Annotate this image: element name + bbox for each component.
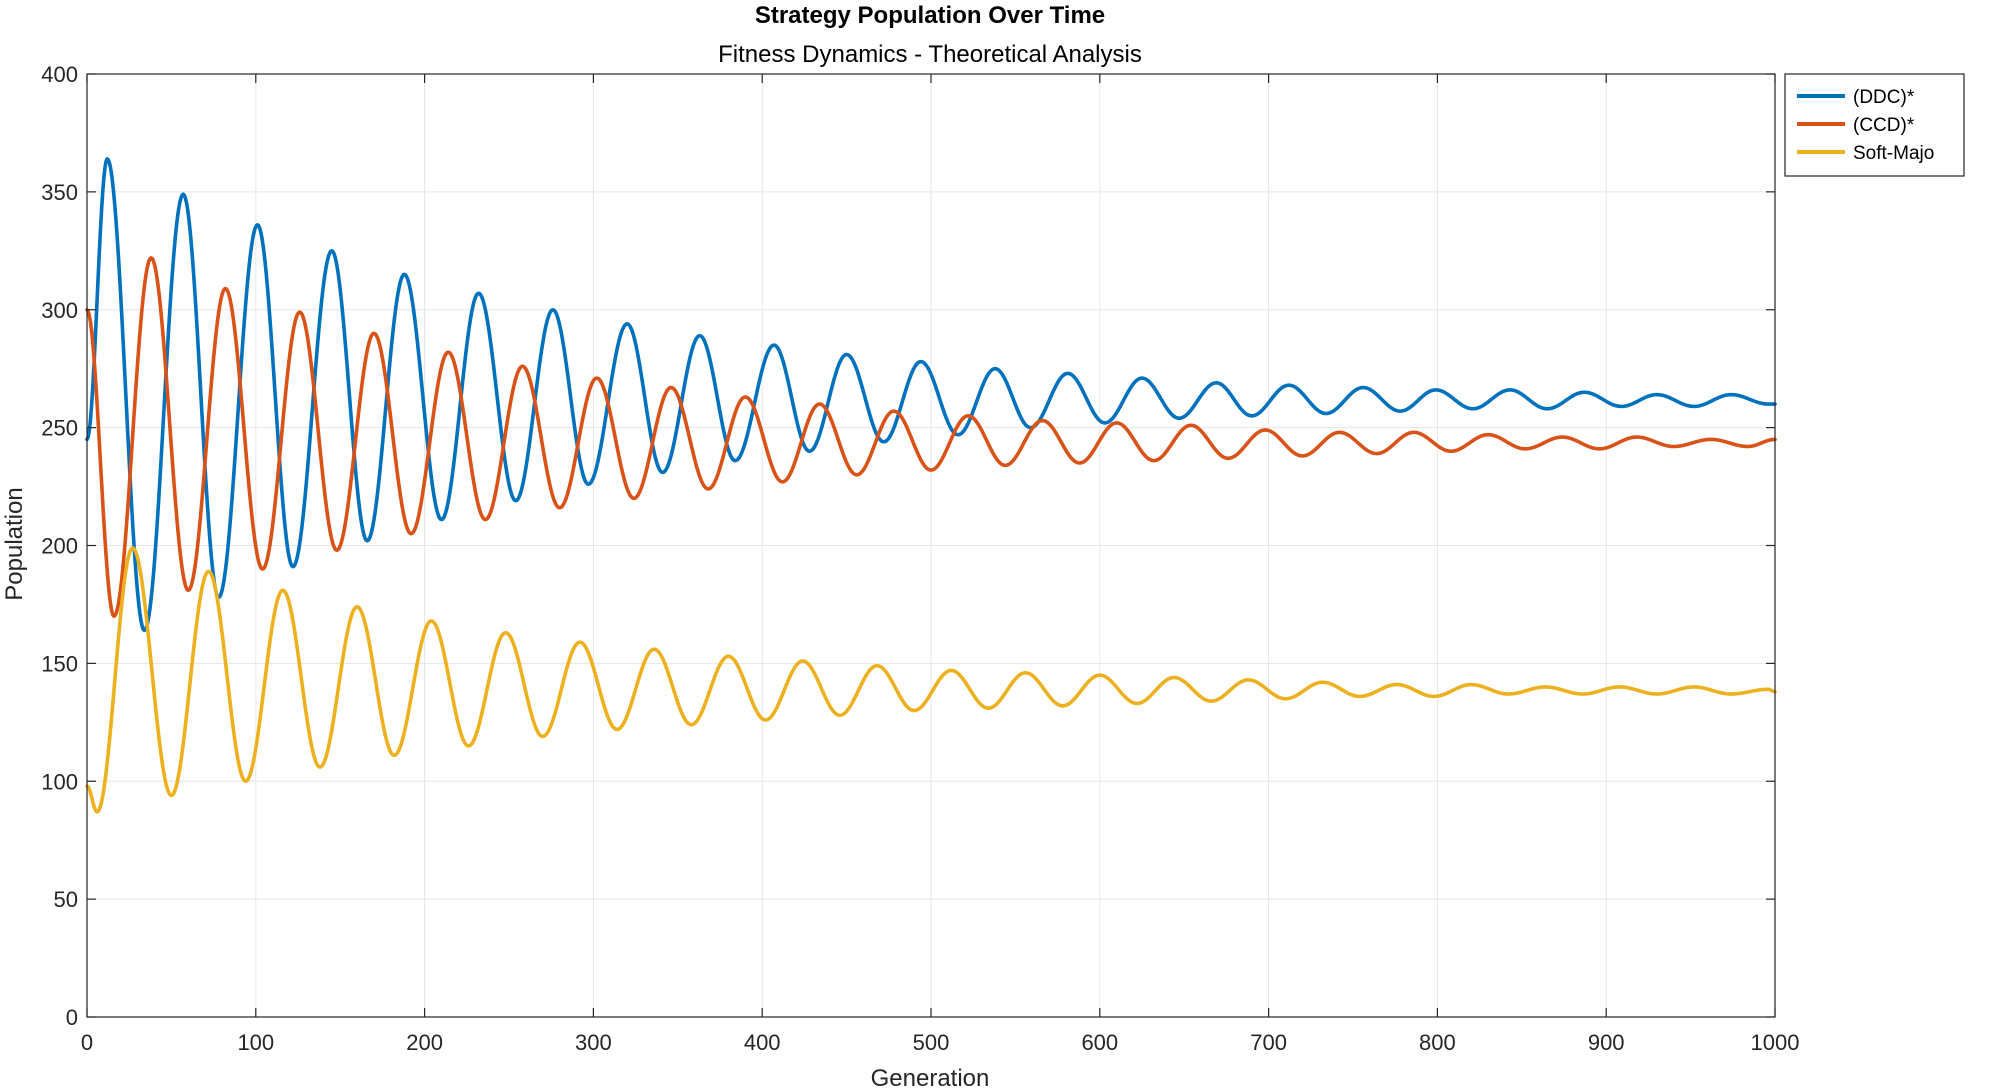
legend-label-1: (DDC)* [1853,87,1915,108]
y-tick-label: 50 [54,887,78,912]
x-axis-label: Generation [871,1065,990,1091]
y-tick-label: 0 [66,1005,78,1030]
axes [86,73,1776,1018]
x-tick-label: 300 [575,1030,612,1055]
x-tick-label: 600 [1081,1030,1118,1055]
x-tick-label: 200 [406,1030,443,1055]
legend-label-3: Soft-Majo [1853,143,1934,164]
series-line-1 [85,157,1777,633]
tick-labels: 0 100 200 300 400 500 600 700 800 900 1000 0 50 100 15… [41,62,1799,1055]
x-tick-label: 800 [1419,1030,1456,1055]
y-tick-label: 350 [41,180,78,205]
series-line-3 [85,546,1777,814]
series-layer [85,157,1777,814]
legend[interactable]: (DDC)* (CCD)* Soft-Majo [1784,73,1965,177]
y-tick-label: 200 [41,534,78,559]
x-tick-label: 0 [81,1030,93,1055]
chart-title: Strategy Population Over Time [755,2,1105,29]
y-tick-label: 250 [41,416,78,441]
x-tick-label: 1000 [1751,1030,1800,1055]
x-tick-label: 400 [744,1030,781,1055]
y-tick-label: 400 [41,62,78,87]
x-tick-label: 500 [913,1030,950,1055]
y-tick-label: 150 [41,651,78,676]
legend-label-2: (CCD)* [1853,115,1915,136]
y-axis-label: Population [1,487,28,600]
x-tick-label: 900 [1588,1030,1625,1055]
chart-subtitle: Fitness Dynamics - Theoretical Analysis [718,41,1142,68]
y-tick-label: 300 [41,298,78,323]
series-line-2 [85,256,1777,619]
x-tick-label: 100 [237,1030,274,1055]
y-tick-label: 100 [41,769,78,794]
x-tick-label: 700 [1250,1030,1287,1055]
